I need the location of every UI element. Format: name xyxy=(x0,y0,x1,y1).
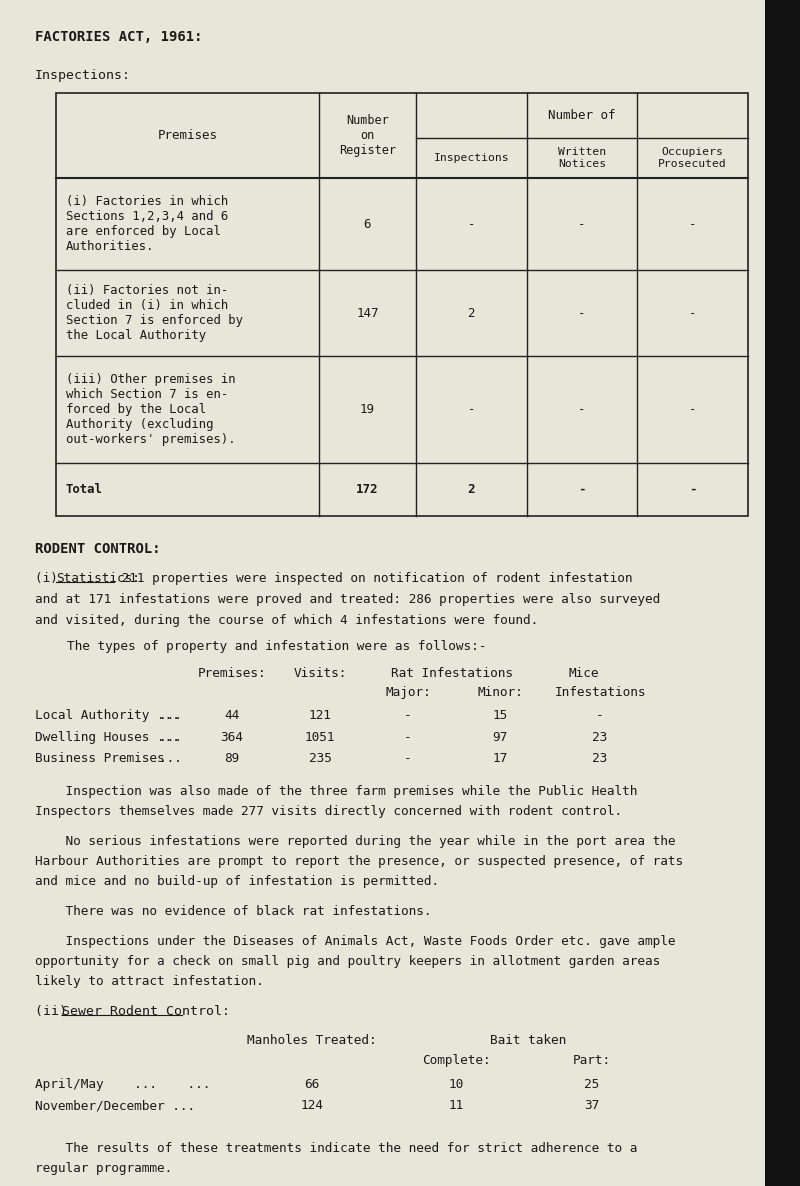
Text: 2: 2 xyxy=(467,307,475,319)
Text: Part:: Part: xyxy=(573,1054,611,1067)
Text: Written
Notices: Written Notices xyxy=(558,147,606,168)
Bar xyxy=(56,93,748,516)
Text: Business Premises: Business Premises xyxy=(35,752,165,765)
Text: -: - xyxy=(689,403,696,415)
Text: 37: 37 xyxy=(584,1099,600,1112)
Text: Manholes Treated:: Manholes Treated: xyxy=(247,1034,377,1047)
Text: Occupiers
Prosecuted: Occupiers Prosecuted xyxy=(658,147,727,168)
Text: 211 properties were inspected on notification of rodent infestation: 211 properties were inspected on notific… xyxy=(114,572,633,585)
Text: Rat Infestations: Rat Infestations xyxy=(391,667,513,680)
Text: 23: 23 xyxy=(592,731,608,744)
Text: ...: ... xyxy=(159,752,182,765)
Bar xyxy=(765,0,800,1186)
Text: 25: 25 xyxy=(584,1078,600,1091)
Text: ...: ... xyxy=(159,709,182,722)
Text: 23: 23 xyxy=(592,752,608,765)
Text: Number
on
Register: Number on Register xyxy=(339,114,396,157)
Text: 147: 147 xyxy=(356,307,378,319)
Text: No serious infestations were reported during the year while in the port area the: No serious infestations were reported du… xyxy=(35,835,676,848)
Text: Major:: Major: xyxy=(385,686,431,699)
Text: opportunity for a check on small pig and poultry keepers in allotment garden are: opportunity for a check on small pig and… xyxy=(35,955,661,968)
Text: 1051: 1051 xyxy=(305,731,335,744)
Text: (i): (i) xyxy=(35,572,66,585)
Text: 89: 89 xyxy=(224,752,240,765)
Text: FACTORIES ACT, 1961:: FACTORIES ACT, 1961: xyxy=(35,30,202,44)
Text: RODENT CONTROL:: RODENT CONTROL: xyxy=(35,542,161,556)
Text: 2: 2 xyxy=(467,483,475,496)
Text: 15: 15 xyxy=(492,709,508,722)
Text: Infestations: Infestations xyxy=(554,686,646,699)
Text: 235: 235 xyxy=(309,752,331,765)
Text: Premises:: Premises: xyxy=(198,667,266,680)
Text: -: - xyxy=(578,403,586,415)
Text: Inspections: Inspections xyxy=(434,153,509,162)
Text: Local Authority ...: Local Authority ... xyxy=(35,709,180,722)
Text: regular programme.: regular programme. xyxy=(35,1162,173,1175)
Text: 364: 364 xyxy=(221,731,243,744)
Text: 19: 19 xyxy=(360,403,375,415)
Text: -: - xyxy=(689,218,696,230)
Text: 17: 17 xyxy=(492,752,508,765)
Text: Visits:: Visits: xyxy=(294,667,346,680)
Text: -: - xyxy=(689,307,696,319)
Text: Sewer Rodent Control:: Sewer Rodent Control: xyxy=(62,1005,230,1018)
Text: 11: 11 xyxy=(448,1099,464,1112)
Text: -: - xyxy=(578,218,586,230)
Text: -: - xyxy=(578,483,586,496)
Text: -: - xyxy=(404,709,412,722)
Text: Inspections under the Diseases of Animals Act, Waste Foods Order etc. gave ample: Inspections under the Diseases of Animal… xyxy=(35,935,676,948)
Text: -: - xyxy=(467,218,475,230)
Text: Statistics:: Statistics: xyxy=(56,572,140,585)
Text: Mice: Mice xyxy=(569,667,599,680)
Text: (ii): (ii) xyxy=(35,1005,75,1018)
Text: 172: 172 xyxy=(356,483,378,496)
Text: Number of: Number of xyxy=(548,109,616,121)
Text: -: - xyxy=(596,709,604,722)
Text: 97: 97 xyxy=(492,731,508,744)
Text: The results of these treatments indicate the need for strict adherence to a: The results of these treatments indicate… xyxy=(35,1142,638,1155)
Text: 10: 10 xyxy=(448,1078,464,1091)
Text: Dwelling Houses ...: Dwelling Houses ... xyxy=(35,731,180,744)
Text: Inspectors themselves made 277 visits directly concerned with rodent control.: Inspectors themselves made 277 visits di… xyxy=(35,805,622,818)
Text: -: - xyxy=(404,731,412,744)
Text: Premises: Premises xyxy=(158,129,218,141)
Text: and at 171 infestations were proved and treated: 286 properties were also survey: and at 171 infestations were proved and … xyxy=(35,593,661,606)
Text: The types of property and infestation were as follows:-: The types of property and infestation we… xyxy=(67,640,486,653)
Text: There was no evidence of black rat infestations.: There was no evidence of black rat infes… xyxy=(35,905,432,918)
Text: Complete:: Complete: xyxy=(422,1054,490,1067)
Text: November/December ...: November/December ... xyxy=(35,1099,195,1112)
Text: Inspection was also made of the three farm premises while the Public Health: Inspection was also made of the three fa… xyxy=(35,785,638,798)
Text: Harbour Authorities are prompt to report the presence, or suspected presence, of: Harbour Authorities are prompt to report… xyxy=(35,855,683,868)
Text: 6: 6 xyxy=(364,218,371,230)
Text: -: - xyxy=(404,752,412,765)
Text: 124: 124 xyxy=(301,1099,323,1112)
Text: (i) Factories in which
Sections 1,2,3,4 and 6
are enforced by Local
Authorities.: (i) Factories in which Sections 1,2,3,4 … xyxy=(66,196,228,253)
Text: -: - xyxy=(578,307,586,319)
Text: (iii) Other premises in
which Section 7 is en-
forced by the Local
Authority (ex: (iii) Other premises in which Section 7 … xyxy=(66,372,235,446)
Text: Inspections:: Inspections: xyxy=(35,69,131,82)
Text: Minor:: Minor: xyxy=(477,686,523,699)
Text: 121: 121 xyxy=(309,709,331,722)
Text: and mice and no build-up of infestation is permitted.: and mice and no build-up of infestation … xyxy=(35,875,439,888)
Text: -: - xyxy=(467,403,475,415)
Text: 66: 66 xyxy=(304,1078,320,1091)
Text: ...: ... xyxy=(159,731,182,744)
Text: Bait taken: Bait taken xyxy=(490,1034,566,1047)
Text: (ii) Factories not in-
cluded in (i) in which
Section 7 is enforced by
the Local: (ii) Factories not in- cluded in (i) in … xyxy=(66,285,242,342)
Text: April/May    ...    ...: April/May ... ... xyxy=(35,1078,210,1091)
Text: Total: Total xyxy=(66,483,102,496)
Text: and visited, during the course of which 4 infestations were found.: and visited, during the course of which … xyxy=(35,614,538,627)
Text: likely to attract infestation.: likely to attract infestation. xyxy=(35,975,264,988)
Text: -: - xyxy=(689,483,696,496)
Text: 44: 44 xyxy=(224,709,240,722)
